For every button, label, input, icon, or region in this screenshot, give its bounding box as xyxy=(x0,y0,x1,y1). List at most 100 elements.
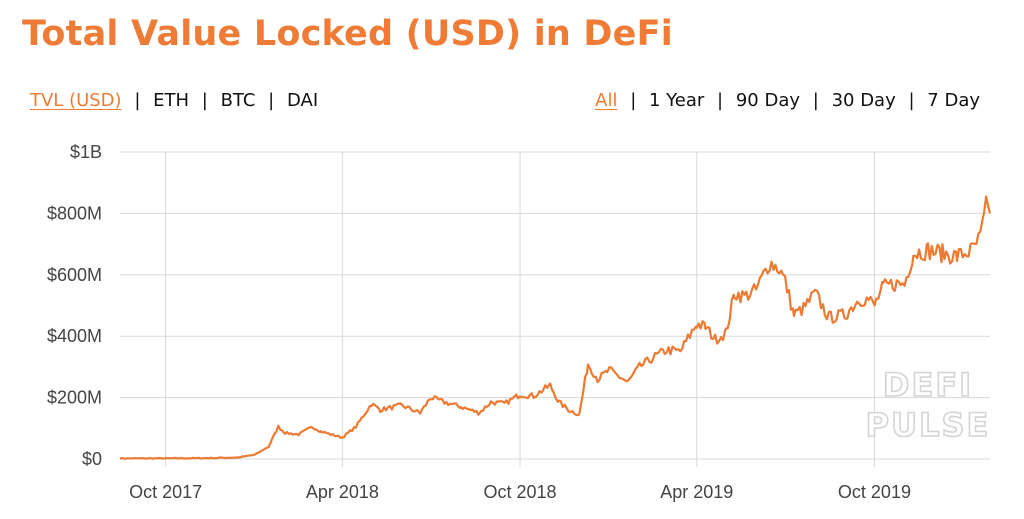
data-point xyxy=(755,289,757,291)
data-point xyxy=(254,454,256,456)
data-point xyxy=(532,395,534,397)
data-point xyxy=(627,381,629,383)
data-point xyxy=(277,426,279,428)
separator: | xyxy=(268,90,275,111)
data-point xyxy=(341,436,343,438)
data-point xyxy=(666,349,668,351)
x-tick-label: Apr 2019 xyxy=(660,482,733,502)
y-tick-label: $800M xyxy=(47,203,102,223)
data-point xyxy=(704,326,706,328)
range-option-7-day[interactable]: 7 Day xyxy=(927,90,980,111)
data-point xyxy=(892,283,894,285)
data-point xyxy=(985,206,987,208)
data-point xyxy=(578,413,580,415)
range-option-90-day[interactable]: 90 Day xyxy=(735,90,801,111)
data-point xyxy=(237,456,239,458)
data-point xyxy=(725,332,727,334)
data-point xyxy=(882,286,884,288)
data-point xyxy=(597,378,599,380)
range-option-1-year[interactable]: 1 Year xyxy=(649,90,705,111)
x-tick-label: Apr 2018 xyxy=(306,482,379,502)
data-point xyxy=(370,403,372,405)
data-point xyxy=(379,409,381,411)
data-point xyxy=(696,323,698,325)
watermark-line-1: DEFI xyxy=(883,366,973,404)
data-point xyxy=(903,283,905,285)
x-tick-label: Oct 2019 xyxy=(838,482,911,502)
data-point xyxy=(519,393,521,395)
separator: | xyxy=(812,90,819,111)
y-tick-label: $1B xyxy=(70,142,102,162)
range-option-all[interactable]: All xyxy=(595,90,618,111)
series xyxy=(119,195,992,460)
data-point xyxy=(743,295,745,297)
data-point xyxy=(867,298,869,300)
data-point xyxy=(311,426,313,428)
separator: | xyxy=(717,90,724,111)
tvl-series-line xyxy=(119,195,992,460)
data-point xyxy=(768,261,770,263)
grid-lines xyxy=(120,151,990,467)
separator: | xyxy=(908,90,915,111)
data-point xyxy=(164,457,166,459)
y-tick-label: $200M xyxy=(47,388,102,408)
data-point xyxy=(956,255,958,257)
y-tick-label: $400M xyxy=(47,326,102,346)
data-point xyxy=(567,409,569,411)
separator: | xyxy=(134,90,141,111)
x-tick-label: Oct 2018 xyxy=(484,482,557,502)
data-point xyxy=(784,280,786,282)
x-tick-label: Oct 2017 xyxy=(129,482,202,502)
data-point xyxy=(558,401,560,403)
data-point xyxy=(284,432,286,434)
data-point xyxy=(679,350,681,352)
metric-option-dai[interactable]: DAI xyxy=(286,90,319,111)
range-selector: All | 1 Year | 90 Day | 30 Day | 7 Day xyxy=(595,90,980,111)
data-point xyxy=(208,457,210,459)
data-point xyxy=(979,237,981,239)
metric-option-eth[interactable]: ETH xyxy=(153,90,190,111)
data-point xyxy=(478,412,480,414)
data-point xyxy=(873,304,875,306)
data-point xyxy=(858,298,860,300)
data-point xyxy=(638,366,640,368)
data-point xyxy=(733,292,735,294)
data-point xyxy=(941,252,943,254)
data-point xyxy=(460,406,462,408)
metric-option-tvl-usd[interactable]: TVL (USD) xyxy=(30,90,122,111)
data-point xyxy=(927,249,929,251)
data-point xyxy=(714,338,716,340)
data-point xyxy=(828,317,830,319)
x-axis: Oct 2017 Apr 2018 Oct 2018 Apr 2019 Oct 2019 xyxy=(129,482,911,502)
data-point xyxy=(267,446,269,448)
data-point xyxy=(549,384,551,386)
page-title: Total Value Locked (USD) in DeFi xyxy=(22,14,673,54)
data-point xyxy=(419,412,421,414)
data-point xyxy=(503,403,505,405)
data-point xyxy=(912,252,914,254)
y-axis: $0 $200M $400M $600M $800M $1B xyxy=(47,142,102,469)
data-point xyxy=(330,433,332,435)
watermark-logo: DEFI PULSE xyxy=(865,365,989,445)
data-point xyxy=(802,307,804,309)
y-tick-label: $600M xyxy=(47,265,102,285)
data-point xyxy=(608,369,610,371)
data-point xyxy=(814,292,816,294)
data-point xyxy=(400,404,402,406)
data-point xyxy=(844,314,846,316)
data-point xyxy=(119,457,121,459)
data-point xyxy=(793,314,795,316)
data-point xyxy=(652,357,654,359)
data-point xyxy=(778,268,780,270)
metric-option-btc[interactable]: BTC xyxy=(220,90,256,111)
data-point xyxy=(587,363,589,365)
data-point xyxy=(443,401,445,403)
range-option-30-day[interactable]: 30 Day xyxy=(831,90,896,111)
separator: | xyxy=(630,90,637,111)
data-point xyxy=(298,433,300,435)
data-point xyxy=(320,430,322,432)
data-point xyxy=(430,396,432,398)
data-point xyxy=(355,426,357,428)
data-point xyxy=(989,212,991,214)
